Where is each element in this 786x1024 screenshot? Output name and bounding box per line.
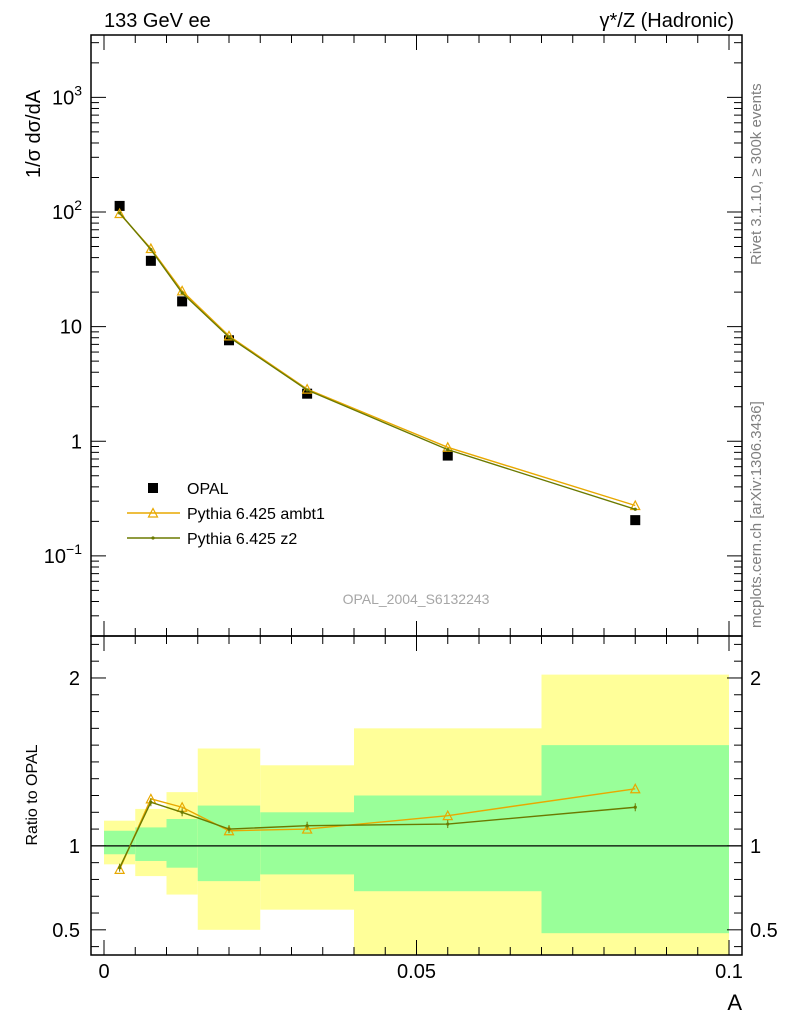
x-tick-label-1: 0.05 [397,961,436,983]
point-z2-2 [180,291,184,295]
data-point-opal-6 [630,515,641,526]
ratio-uncertainty-bands [91,674,742,955]
legend-label-1: Pythia 6.425 ambt1 [187,506,325,523]
x-tick-label-0: 0 [98,961,109,983]
data-point-opal-0 [114,200,125,211]
band-inner-2 [166,819,198,868]
ratio-point-ambt1-0 [114,863,126,874]
legend-marker-ambt1 [147,507,159,518]
main-ytick-label-1: 102 [52,197,82,224]
ratio-ytick-label-right-1: 1 [750,836,761,858]
ratio-point-ambt1-6 [629,783,641,794]
band-inner-3 [197,805,261,882]
point-ambt1-5 [442,441,454,452]
legend-label-2: Pythia 6.425 z2 [187,531,297,548]
header-left-label: 133 GeV ee [104,10,211,32]
x-tick-label-2: 0.1 [715,961,743,983]
legend-marker-z2 [151,536,155,540]
header-right-label: γ*/Z (Hadronic) [600,10,734,32]
band-inner-1 [135,827,167,861]
analysis-id-label: OPAL_2004_S6132243 [343,591,490,607]
ratio-ytick-label-left-2: 2 [69,668,80,690]
legend: OPAL Pythia 6.425 ambt1 Pythia 6.425 z2 [127,481,325,548]
point-z2-4 [305,388,309,392]
ratio-ytick-label-right-2: 2 [750,668,761,690]
main-ytick-label-2: 10 [60,317,82,339]
ratio-ytick-label-right-0: 0.5 [750,920,778,942]
main-ytick-label-3: 1 [71,431,82,453]
band-inner-5 [354,795,542,892]
rivet-side-label: Rivet 3.1.10, ≥ 300k events [748,83,765,265]
point-z2-6 [633,507,637,511]
ratio-ytick-label-left-1: 1 [69,836,80,858]
ratio-point-ambt1-5 [442,809,454,821]
point-z2-5 [446,448,450,452]
point-ambt1-1 [145,242,157,254]
band-inner-6 [541,745,729,934]
data-point-opal-5 [442,450,453,461]
legend-label-0: OPAL [187,481,229,498]
band-inner-0 [104,830,136,855]
legend-marker-opal [148,483,158,493]
mcplots-side-label: mcplots.cern.ch [arXiv:1306.3436] [748,401,765,628]
main-ytick-label-0: 103 [52,82,82,109]
point-ambt1-0 [114,207,126,219]
point-z2-1 [149,247,153,252]
band-inner-4 [260,812,354,875]
point-z2-3 [227,335,231,339]
main-ytick-label-4: 10−1 [44,541,82,568]
data-point-opal-2 [177,296,188,307]
data-point-opal-1 [145,255,156,266]
ratio-ytick-label-left-0: 0.5 [52,920,80,942]
main-line-2 [119,212,636,510]
ratio-point-ambt1-4 [301,823,313,834]
main-line-1 [119,213,636,507]
ratio-point-ambt1-3 [223,824,235,836]
main-series [114,200,641,526]
x-axis-label: A [727,990,742,1015]
main-y-axis-label: 1/σ dσ/dA [23,89,45,178]
point-z2-0 [118,211,122,215]
ratio-series [114,783,641,874]
ratio-y-axis-label: Ratio to OPAL [24,744,41,845]
